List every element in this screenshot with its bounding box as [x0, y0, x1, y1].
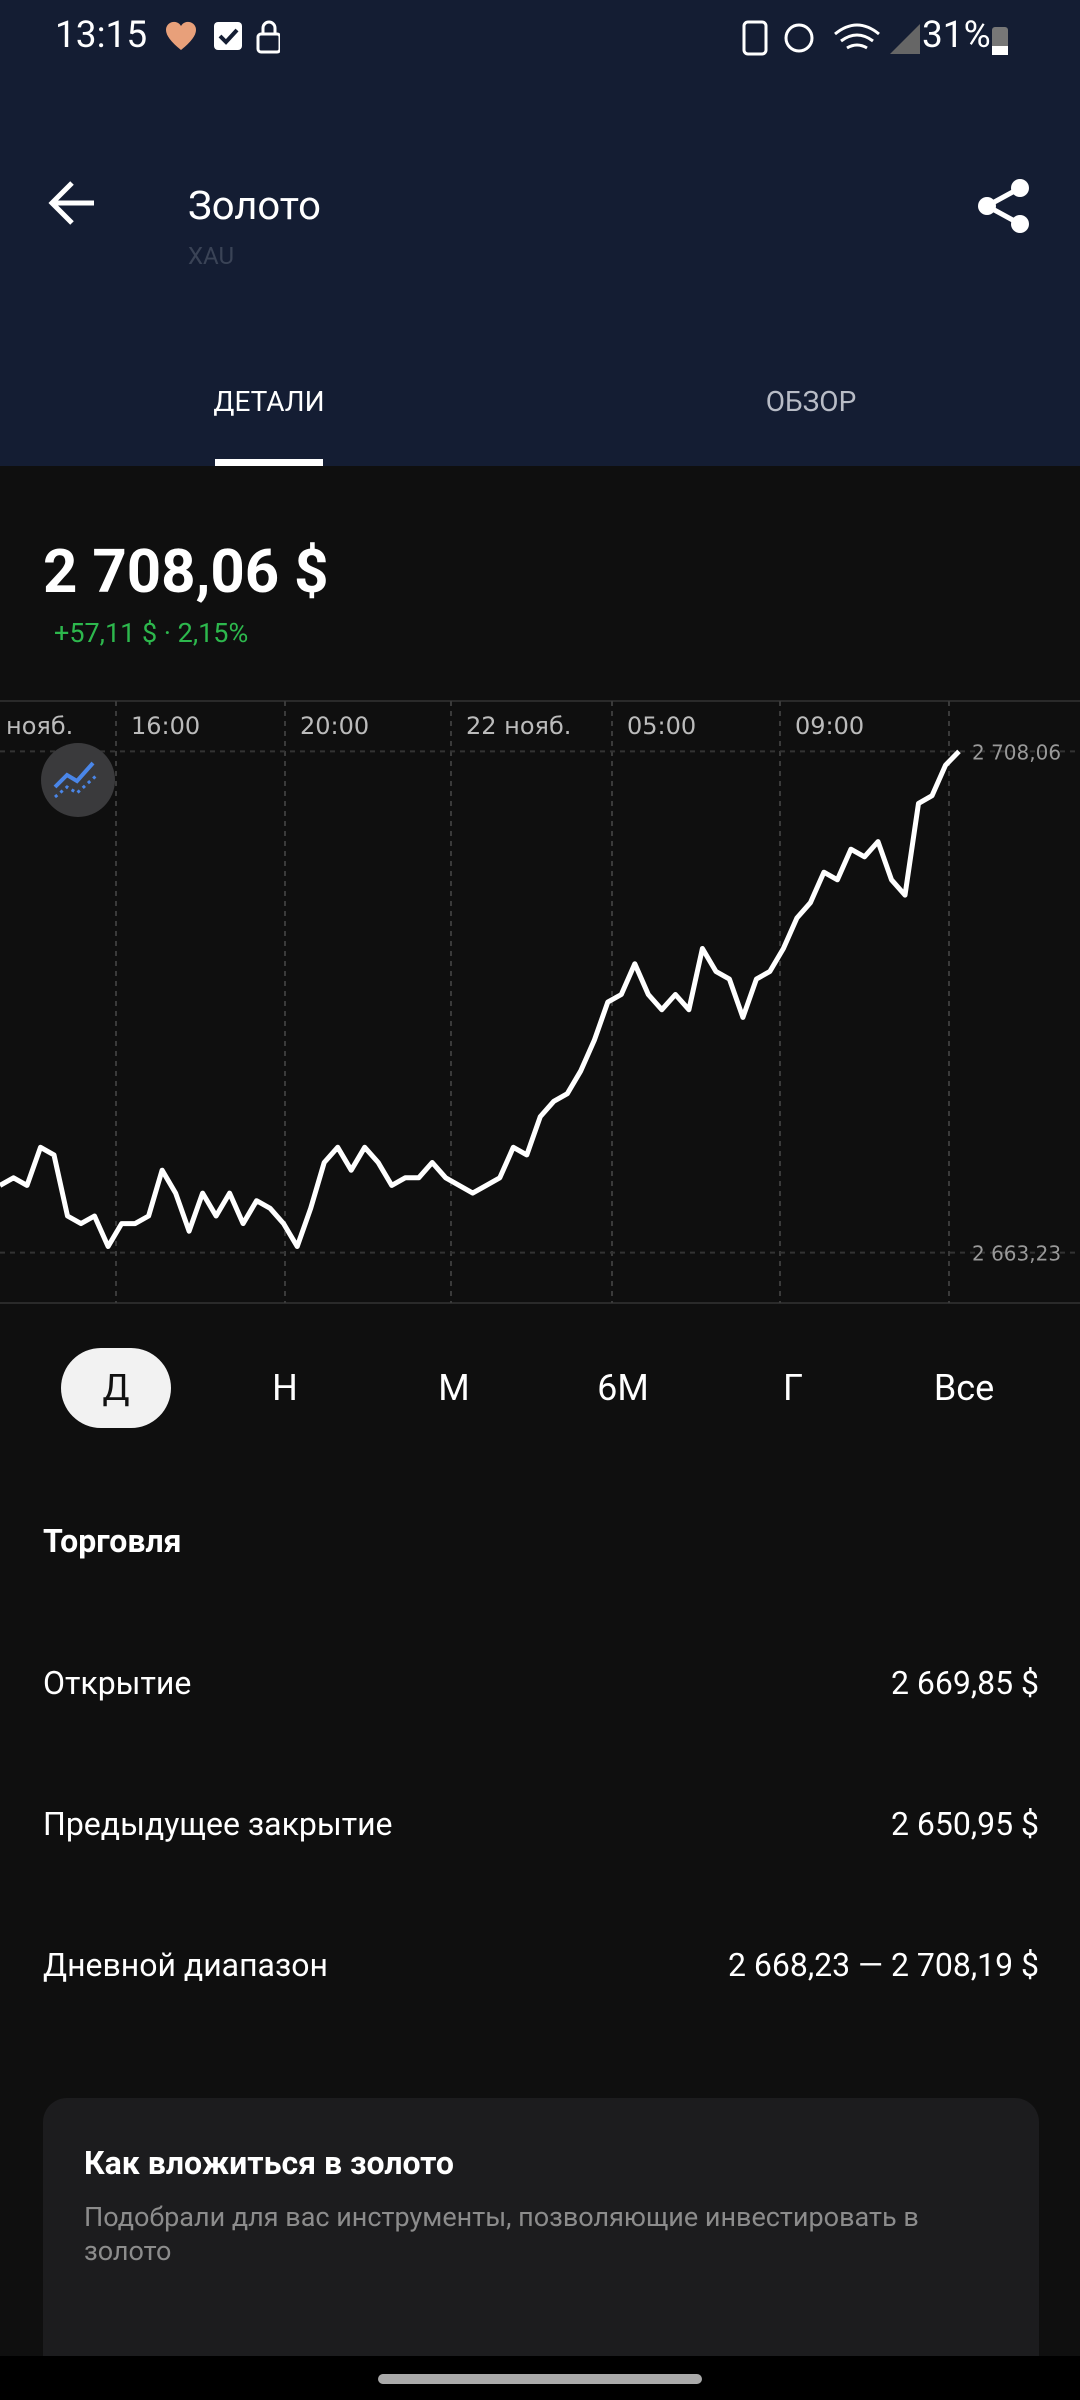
battery-text: 31%: [922, 14, 991, 57]
time-label: 22 нояб.: [466, 712, 571, 740]
chart-mode-button[interactable]: [41, 743, 115, 817]
price-change: +57,11 $ · 2,15%: [54, 617, 249, 649]
row-value: 2 669,85 $: [890, 1664, 1039, 1702]
row-label: Дневной диапазон: [43, 1946, 328, 1984]
price-tick-label: 2 663,23: [972, 1242, 1061, 1266]
header: [0, 0, 1080, 466]
period-button[interactable]: Д: [61, 1348, 171, 1428]
tab-indicator: [215, 459, 323, 466]
period-button[interactable]: 6М: [597, 1367, 649, 1409]
title: Золото: [188, 182, 321, 229]
trading-row: Дневной диапазон 2 668,23 — 2 708,19 $: [43, 1946, 1039, 1984]
trading-row: Предыдущее закрытие 2 650,95 $: [43, 1805, 1039, 1843]
row-value: 2 668,23 — 2 708,19 $: [727, 1946, 1039, 1984]
status-icons: [165, 20, 280, 54]
section-title: Торговля: [43, 1522, 182, 1560]
home-handle[interactable]: [378, 2374, 702, 2384]
status-right-icons: [742, 20, 920, 56]
time-label: 16:00: [131, 712, 200, 740]
subtitle: XAU: [188, 242, 235, 270]
time-label: 05:00: [627, 712, 696, 740]
period-button[interactable]: М: [438, 1367, 470, 1409]
period-button[interactable]: Г: [782, 1367, 804, 1409]
price: 2 708,06 $: [43, 536, 329, 607]
period-button[interactable]: Все: [933, 1367, 995, 1409]
invest-card[interactable]: Как вложиться в золото Подобрали для вас…: [43, 2098, 1039, 2398]
battery-icon: [992, 27, 1008, 55]
row-label: Предыдущее закрытие: [43, 1805, 393, 1843]
trading-row: Открытие 2 669,85 $: [43, 1664, 1039, 1702]
time-label: 20:00: [300, 712, 369, 740]
back-button[interactable]: [48, 180, 98, 226]
card-title: Как вложиться в золото: [84, 2144, 454, 2182]
row-value: 2 650,95 $: [890, 1805, 1039, 1843]
price-tick-label: 2 708,06: [972, 740, 1061, 764]
status-time: 13:15: [55, 14, 148, 57]
time-label: 09:00: [795, 712, 864, 740]
tab[interactable]: ДЕТАЛИ: [213, 385, 325, 418]
row-label: Открытие: [43, 1664, 192, 1702]
tab[interactable]: ОБЗОР: [765, 385, 857, 418]
period-button[interactable]: Н: [272, 1367, 298, 1409]
card-text: Подобрали для вас инструменты, позволяющ…: [84, 2201, 919, 2267]
price-line: [0, 749, 961, 1249]
time-label: нояб.: [6, 712, 73, 740]
chart: нояб. 16:00 20:00 22 нояб. 05:00 09:00 2 708,0…: [0, 700, 1080, 1304]
share-button[interactable]: [976, 178, 1032, 234]
